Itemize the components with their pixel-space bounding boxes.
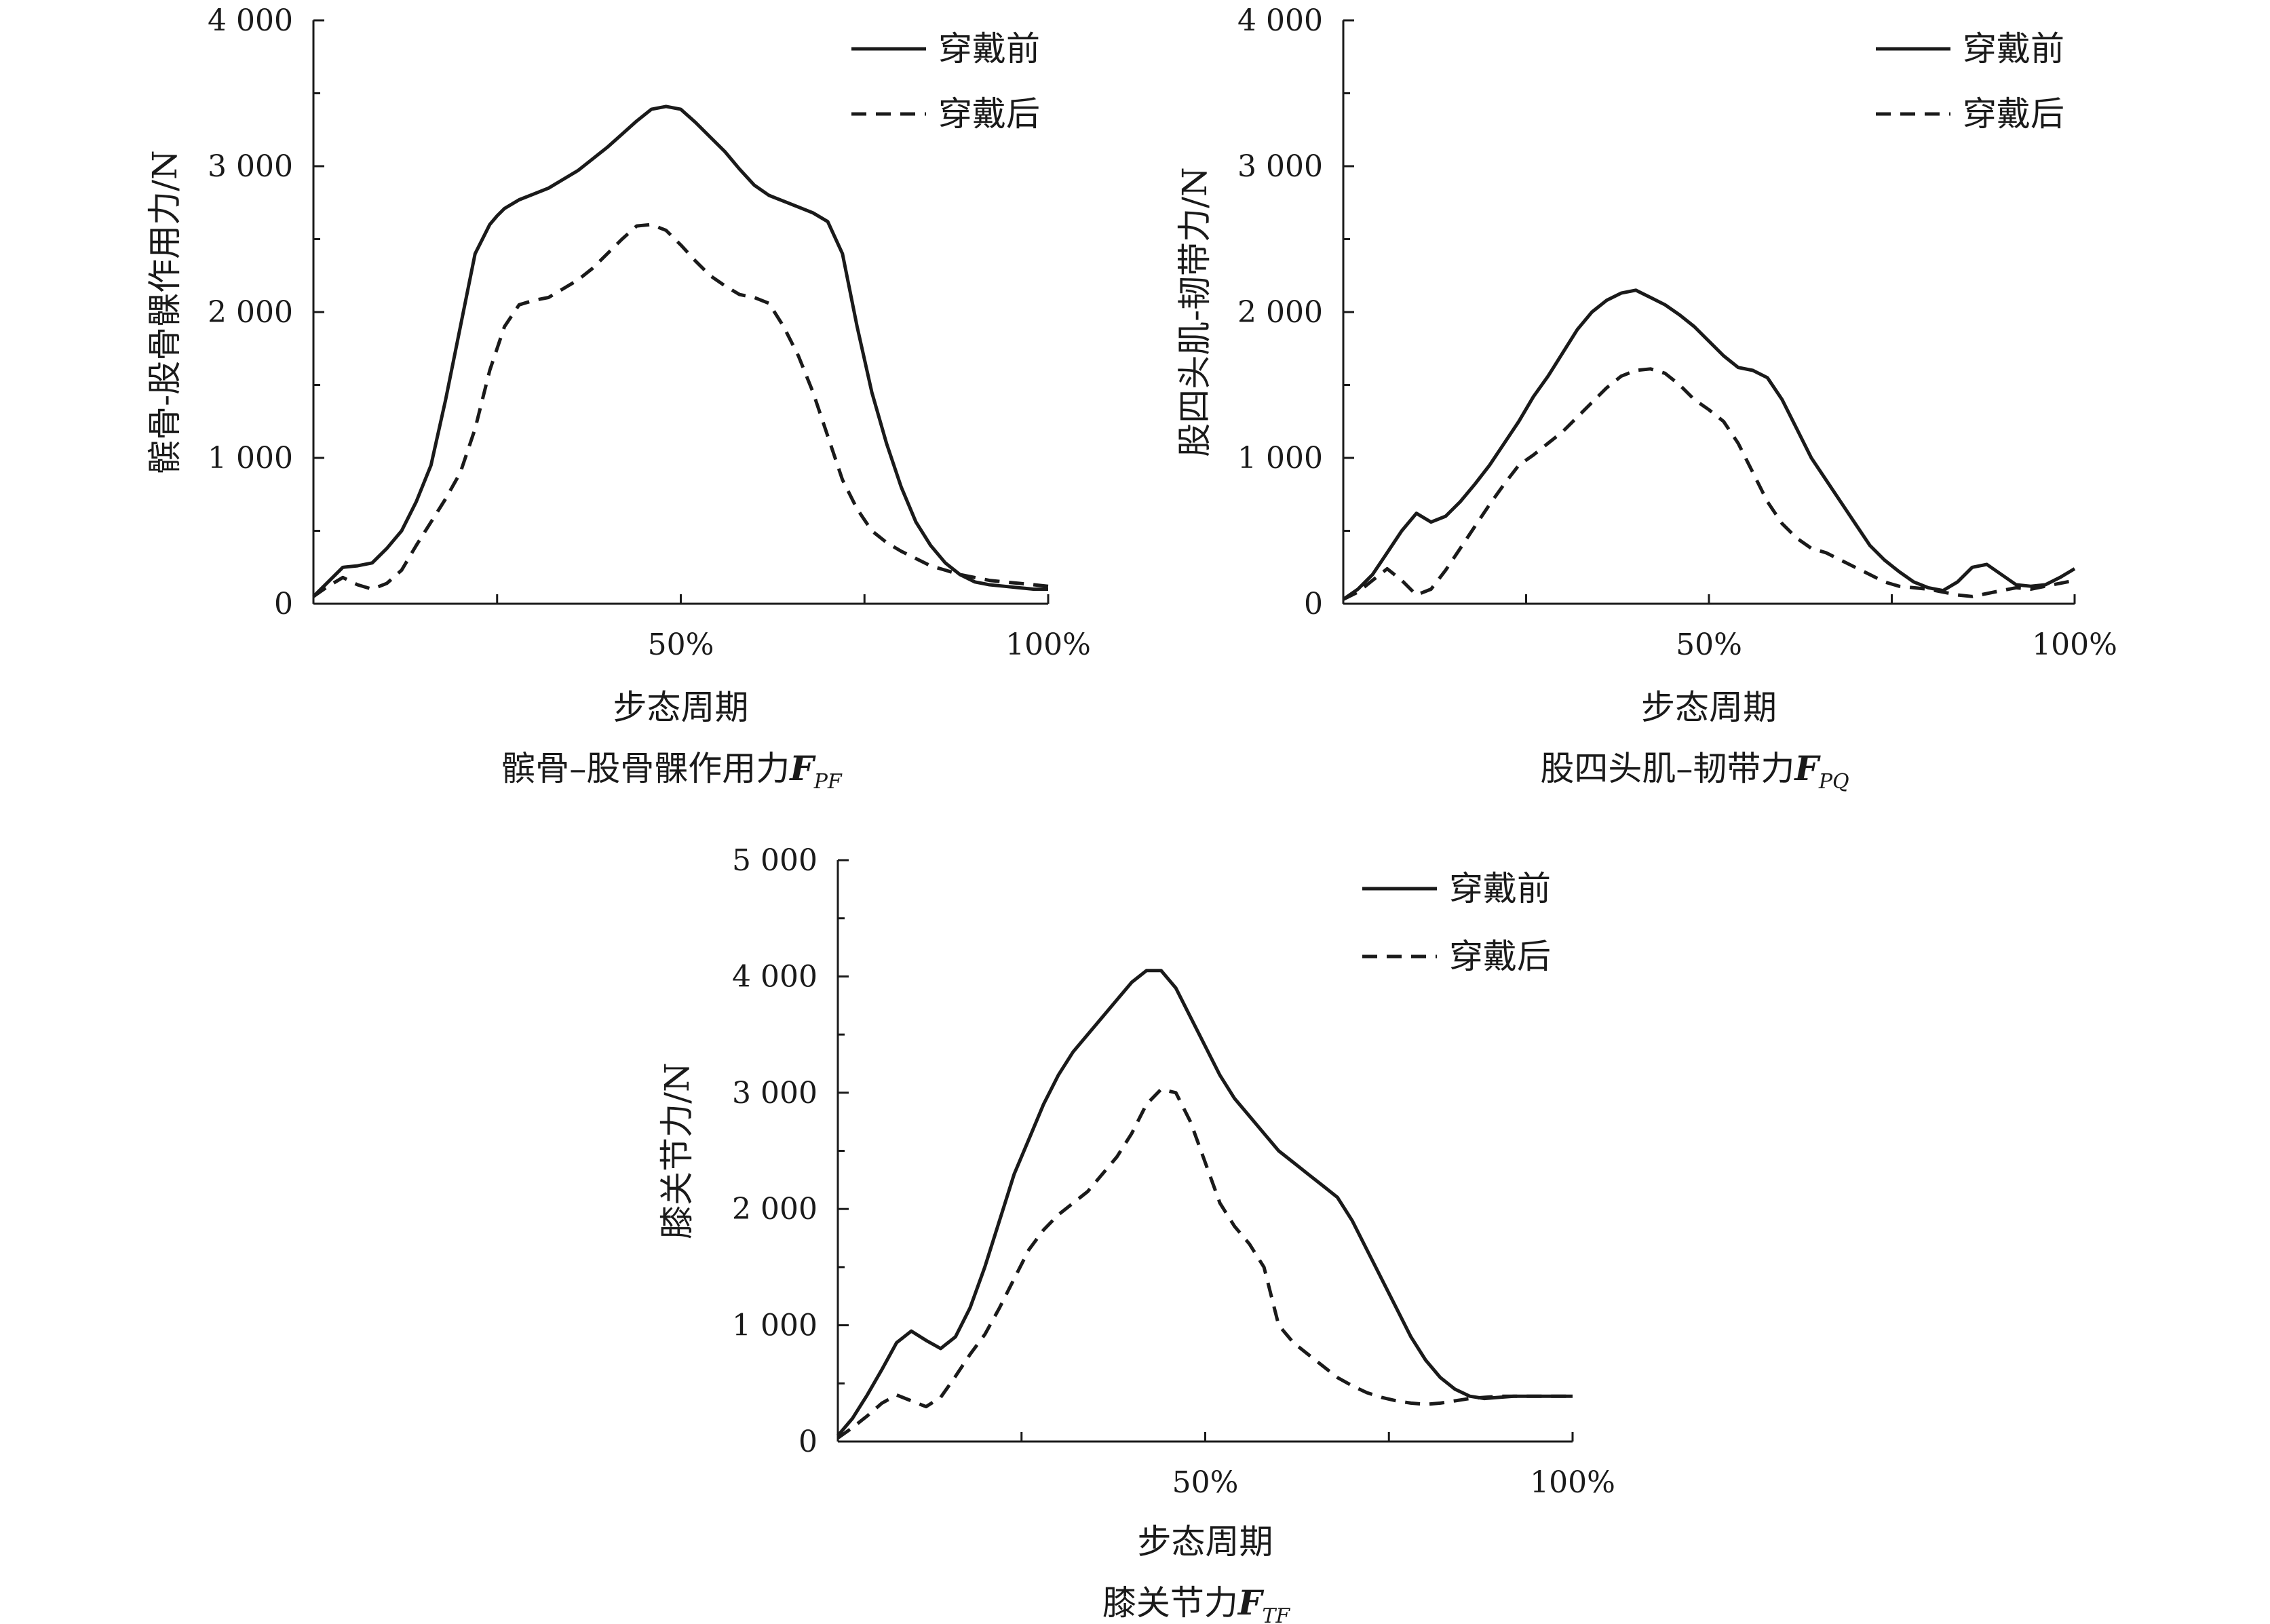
y-tick-label: 0 [1304,587,1323,621]
y-tick-label: 3 000 [732,1076,817,1110]
x-tick-label: 50% [1676,627,1742,662]
legend-label: 穿戴前 [938,29,1040,69]
caption-text: 股四头肌–韧带力 [1540,749,1794,788]
x-tick-label: 100% [1530,1465,1615,1500]
caption-subscript: PF [813,770,843,794]
series-line-before [836,969,1573,1437]
chart-3: 0 1 000 2 000 3 000 4 000 5 000 50% 100% 穿戴前穿戴后膝… [657,843,1615,1624]
series-line-before [312,104,1048,598]
chart-1: 0 1 000 2 000 3 000 4 000 50% 100% 穿戴前穿戴后髌骨-股骨髁… [145,3,1091,794]
caption-symbol: F [788,748,816,788]
x-tick-label: 50% [1172,1465,1239,1500]
series-line-after [836,1087,1573,1439]
caption-text: 髌骨–股骨髁作用力 [501,749,790,788]
caption-subscript: PQ [1818,770,1849,794]
legend-label: 穿戴前 [1449,869,1551,908]
caption-symbol: F [1237,1583,1265,1623]
x-axis-title: 步态周期 [1138,1522,1273,1562]
caption-subscript: TF [1262,1604,1290,1624]
caption-symbol: F [1793,748,1821,788]
y-tick-label: 3 000 [208,149,293,184]
y-tick-label: 4 000 [208,3,293,38]
legend-label: 穿戴后 [1963,94,2064,134]
y-tick-label: 1 000 [1237,441,1323,476]
y-tick-label: 2 000 [208,295,293,330]
x-tick-label: 100% [1005,627,1091,662]
chart-caption: 髌骨–股骨髁作用力FPF [501,748,843,794]
y-tick-label: 2 000 [732,1192,817,1226]
caption-text: 膝关节力 [1102,1583,1238,1623]
y-tick-label: 5 000 [732,843,817,878]
y-tick-label: 4 000 [1237,3,1323,38]
x-axis-title: 步态周期 [613,688,749,727]
x-tick-label: 50% [648,627,714,662]
series-line-before [1342,288,2076,601]
y-tick-label: 1 000 [732,1309,817,1343]
series-line-after [312,223,1049,598]
x-axis-title: 步态周期 [1641,688,1777,727]
chart-caption: 膝关节力FTF [1102,1583,1291,1624]
chart-2: 0 1 000 2 000 3 000 4 000 50% 100% 穿戴前穿戴后股四头肌-韧… [1175,3,2117,794]
y-axis-title: 股四头肌-韧带力/N [1175,167,1214,457]
legend-label: 穿戴前 [1963,29,2064,69]
y-axis-title: 髌骨-股骨髁作用力/N [145,150,185,474]
x-tick-label: 100% [2032,627,2117,662]
y-tick-label: 2 000 [1237,295,1323,330]
legend-label: 穿戴后 [938,94,1040,134]
y-tick-label: 4 000 [732,959,817,994]
series-line-after [1342,367,2075,601]
legend-label: 穿戴后 [1449,937,1551,976]
chart-caption: 股四头肌–韧带力FPQ [1540,748,1849,794]
y-axis-title: 膝关节力/N [657,1062,697,1239]
y-tick-label: 0 [799,1425,817,1459]
y-tick-label: 1 000 [208,441,293,476]
y-tick-label: 0 [274,587,293,621]
y-tick-label: 3 000 [1237,149,1323,184]
